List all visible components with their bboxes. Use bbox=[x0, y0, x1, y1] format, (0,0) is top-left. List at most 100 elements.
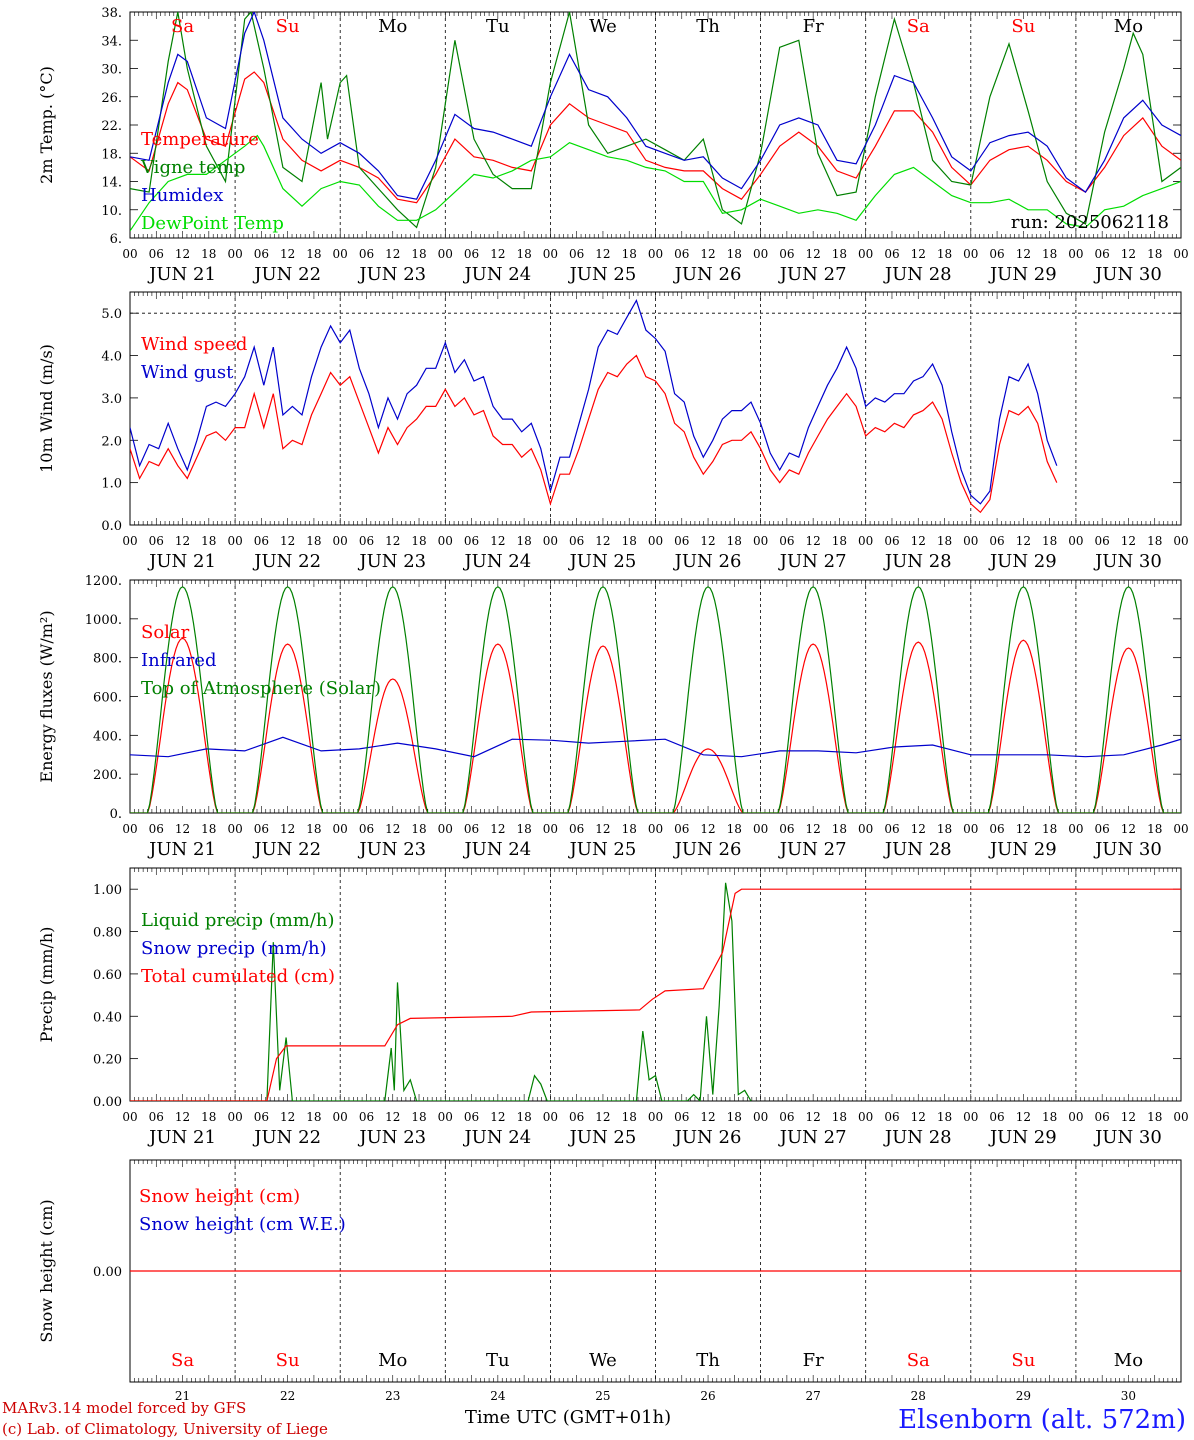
hour-label: 18 bbox=[201, 247, 216, 261]
hour-label: 12 bbox=[911, 534, 926, 548]
panel-1: 6. 10. 14. 18. 22. 26. 30. 34. 38. 2m Temp. (°C) T… bbox=[37, 6, 1189, 285]
hour-label: 00 bbox=[1173, 1110, 1188, 1124]
hour-label: 00 bbox=[648, 822, 663, 836]
hour-label: 06 bbox=[1095, 247, 1110, 261]
hour-label: 00 bbox=[227, 247, 242, 261]
legend-entry-wind-speed: Wind speed bbox=[141, 334, 247, 355]
day-name-top: Mo bbox=[378, 16, 407, 37]
hour-label: 12 bbox=[1016, 247, 1031, 261]
date-label: JUN 30 bbox=[1093, 264, 1162, 285]
hour-label: 06 bbox=[989, 822, 1004, 836]
y-tick-label: 18. bbox=[101, 147, 122, 162]
hour-label: 18 bbox=[1147, 534, 1162, 548]
hour-label: 18 bbox=[516, 534, 531, 548]
hour-label: 06 bbox=[464, 247, 479, 261]
day-number: 27 bbox=[806, 1389, 821, 1403]
legend-entry-solar: Solar bbox=[141, 622, 190, 643]
hour-label: 06 bbox=[569, 822, 584, 836]
footer-station-name: Elsenborn (alt. 572m) bbox=[898, 1405, 1186, 1435]
hour-label: 06 bbox=[989, 247, 1004, 261]
y-tick-label: 1.00 bbox=[93, 883, 122, 898]
date-label: JUN 26 bbox=[673, 264, 742, 285]
hour-label: 06 bbox=[359, 822, 374, 836]
hour-label: 18 bbox=[306, 1110, 321, 1124]
day-name-top: Fr bbox=[803, 16, 824, 37]
day-number: 28 bbox=[911, 1389, 926, 1403]
hour-label: 00 bbox=[753, 247, 768, 261]
day-name-top: Mo bbox=[1114, 16, 1143, 37]
hour-label: 18 bbox=[622, 247, 637, 261]
y-tick-label: 14. bbox=[101, 176, 122, 191]
meteogram-panels: 6. 10. 14. 18. 22. 26. 30. 34. 38. 2m Temp. (°C) T… bbox=[37, 6, 1189, 1403]
footer-credit-line1: MARv3.14 model forced by GFS bbox=[2, 1399, 246, 1417]
date-label: JUN 30 bbox=[1093, 839, 1162, 860]
hour-label: 06 bbox=[254, 1110, 269, 1124]
hour-label: 00 bbox=[438, 247, 453, 261]
y-tick-label: 1000. bbox=[85, 613, 122, 628]
date-label: JUN 28 bbox=[883, 551, 952, 572]
hour-label: 06 bbox=[779, 534, 794, 548]
hour-label: 06 bbox=[1095, 534, 1110, 548]
legend-entry-snow-precip-mm-h-: Snow precip (mm/h) bbox=[141, 938, 327, 959]
hour-label: 12 bbox=[490, 534, 505, 548]
y-axis-title: Snow height (cm) bbox=[37, 1199, 56, 1342]
hour-label: 06 bbox=[149, 822, 164, 836]
date-label: JUN 29 bbox=[988, 264, 1057, 285]
y-axis-title: 2m Temp. (°C) bbox=[37, 66, 56, 184]
hour-label: 12 bbox=[385, 247, 400, 261]
hour-label: 18 bbox=[622, 534, 637, 548]
hour-label: 00 bbox=[333, 247, 348, 261]
date-label: JUN 24 bbox=[462, 1127, 531, 1148]
legend-entry-vigne-temp: Vigne temp bbox=[140, 157, 245, 178]
panel-5: 0.00 Snow height (cm) Snow height (cm) Snow… bbox=[37, 1159, 1182, 1403]
date-label: JUN 23 bbox=[357, 839, 426, 860]
y-tick-label: 26. bbox=[101, 91, 122, 106]
date-label: JUN 26 bbox=[673, 1127, 742, 1148]
hour-label: 18 bbox=[306, 534, 321, 548]
hour-label: 06 bbox=[254, 247, 269, 261]
legend-entry-top-of-atmosphere-solar-: Top of Atmosphere (Solar) bbox=[141, 678, 381, 699]
day-number: 22 bbox=[280, 1389, 295, 1403]
hour-label: 00 bbox=[227, 534, 242, 548]
y-tick-label: 800. bbox=[93, 652, 122, 667]
hour-label: 06 bbox=[884, 822, 899, 836]
hour-label: 00 bbox=[1173, 534, 1188, 548]
date-label: JUN 21 bbox=[147, 1127, 216, 1148]
hour-label: 18 bbox=[832, 1110, 847, 1124]
hour-label: 00 bbox=[963, 1110, 978, 1124]
day-number: 29 bbox=[1016, 1389, 1031, 1403]
date-label: JUN 25 bbox=[568, 1127, 637, 1148]
hour-label: 18 bbox=[937, 534, 952, 548]
hour-label: 12 bbox=[806, 247, 821, 261]
day-name-bottom: Tu bbox=[486, 1350, 510, 1371]
hour-label: 12 bbox=[1121, 822, 1136, 836]
hour-label: 06 bbox=[989, 1110, 1004, 1124]
hour-label: 18 bbox=[1147, 822, 1162, 836]
y-tick-label: 200. bbox=[93, 768, 122, 783]
hour-label: 00 bbox=[122, 1110, 137, 1124]
hour-label: 00 bbox=[333, 1110, 348, 1124]
hour-label: 12 bbox=[175, 1110, 190, 1124]
hour-label: 12 bbox=[806, 534, 821, 548]
hour-label: 00 bbox=[753, 822, 768, 836]
hour-label: 12 bbox=[1016, 534, 1031, 548]
legend-entry-infrared: Infrared bbox=[141, 650, 216, 671]
series-line-wind-speed bbox=[130, 354, 1058, 514]
day-name-bottom: Fr bbox=[803, 1350, 824, 1371]
day-number: 21 bbox=[175, 1389, 190, 1403]
hour-label: 00 bbox=[543, 1110, 558, 1124]
y-tick-label: 0.80 bbox=[93, 926, 122, 941]
hour-label: 12 bbox=[911, 247, 926, 261]
date-label: JUN 25 bbox=[568, 551, 637, 572]
run-label: run: 2025062118 bbox=[1011, 212, 1169, 233]
hour-label: 00 bbox=[1068, 247, 1083, 261]
legend-entry-temperature: Temperature bbox=[141, 129, 259, 150]
series-line-temperature bbox=[130, 71, 1181, 204]
series-line-vigne-temp bbox=[130, 12, 1181, 229]
hour-label: 00 bbox=[438, 1110, 453, 1124]
legend-entry-snow-height-cm-w-e-: Snow height (cm W.E.) bbox=[139, 1214, 346, 1235]
y-tick-label: 0.0 bbox=[101, 519, 122, 534]
date-label: JUN 24 bbox=[462, 839, 531, 860]
hour-label: 00 bbox=[543, 534, 558, 548]
hour-label: 12 bbox=[1121, 1110, 1136, 1124]
